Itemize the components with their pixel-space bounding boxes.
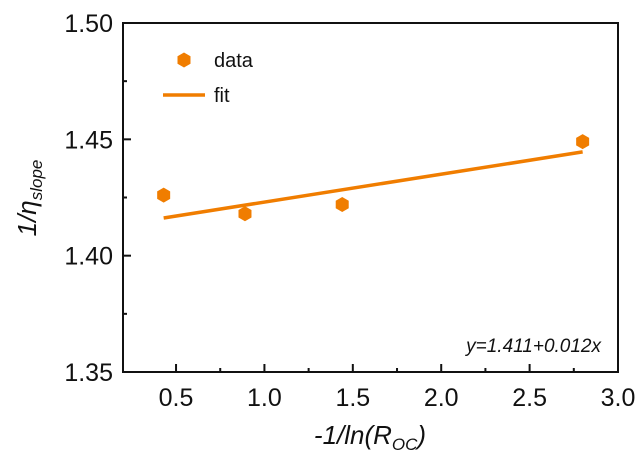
y-tick-label: 1.35 (64, 359, 113, 387)
x-tick-label: 1.0 (247, 384, 282, 412)
y-tick-label: 1.50 (64, 10, 113, 38)
fit-series (163, 150, 583, 220)
legend-data-marker (177, 52, 191, 68)
x-axis-title: -1/ln(ROC) (314, 420, 426, 453)
x-tick-label: 2.0 (424, 384, 459, 412)
data-point (576, 134, 590, 150)
legend: data fit (163, 50, 254, 107)
x-tick-label: 1.5 (335, 384, 370, 412)
x-tick-label: 0.5 (159, 384, 194, 412)
x-tick-label: 3.0 (601, 384, 636, 412)
legend-data-label: data (214, 50, 254, 72)
y-axis-title: 1/ηslope (12, 160, 46, 237)
data-point (157, 187, 171, 203)
y-tick-label: 1.40 (64, 243, 113, 271)
x-tick-label: 2.5 (512, 384, 547, 412)
data-point (335, 196, 349, 212)
y-tick-label: 1.45 (64, 126, 113, 154)
data-series (157, 134, 590, 222)
y-axis: 1.35 1.40 1.45 1.50 (64, 10, 131, 387)
fit-equation: y=1.411+0.012x (464, 336, 602, 357)
data-point (238, 206, 252, 222)
legend-fit-label: fit (214, 85, 230, 107)
plot-frame (122, 22, 619, 373)
x-axis: 0.5 1.0 1.5 2.0 2.5 3.0 (159, 364, 636, 412)
fit-line (163, 150, 583, 220)
